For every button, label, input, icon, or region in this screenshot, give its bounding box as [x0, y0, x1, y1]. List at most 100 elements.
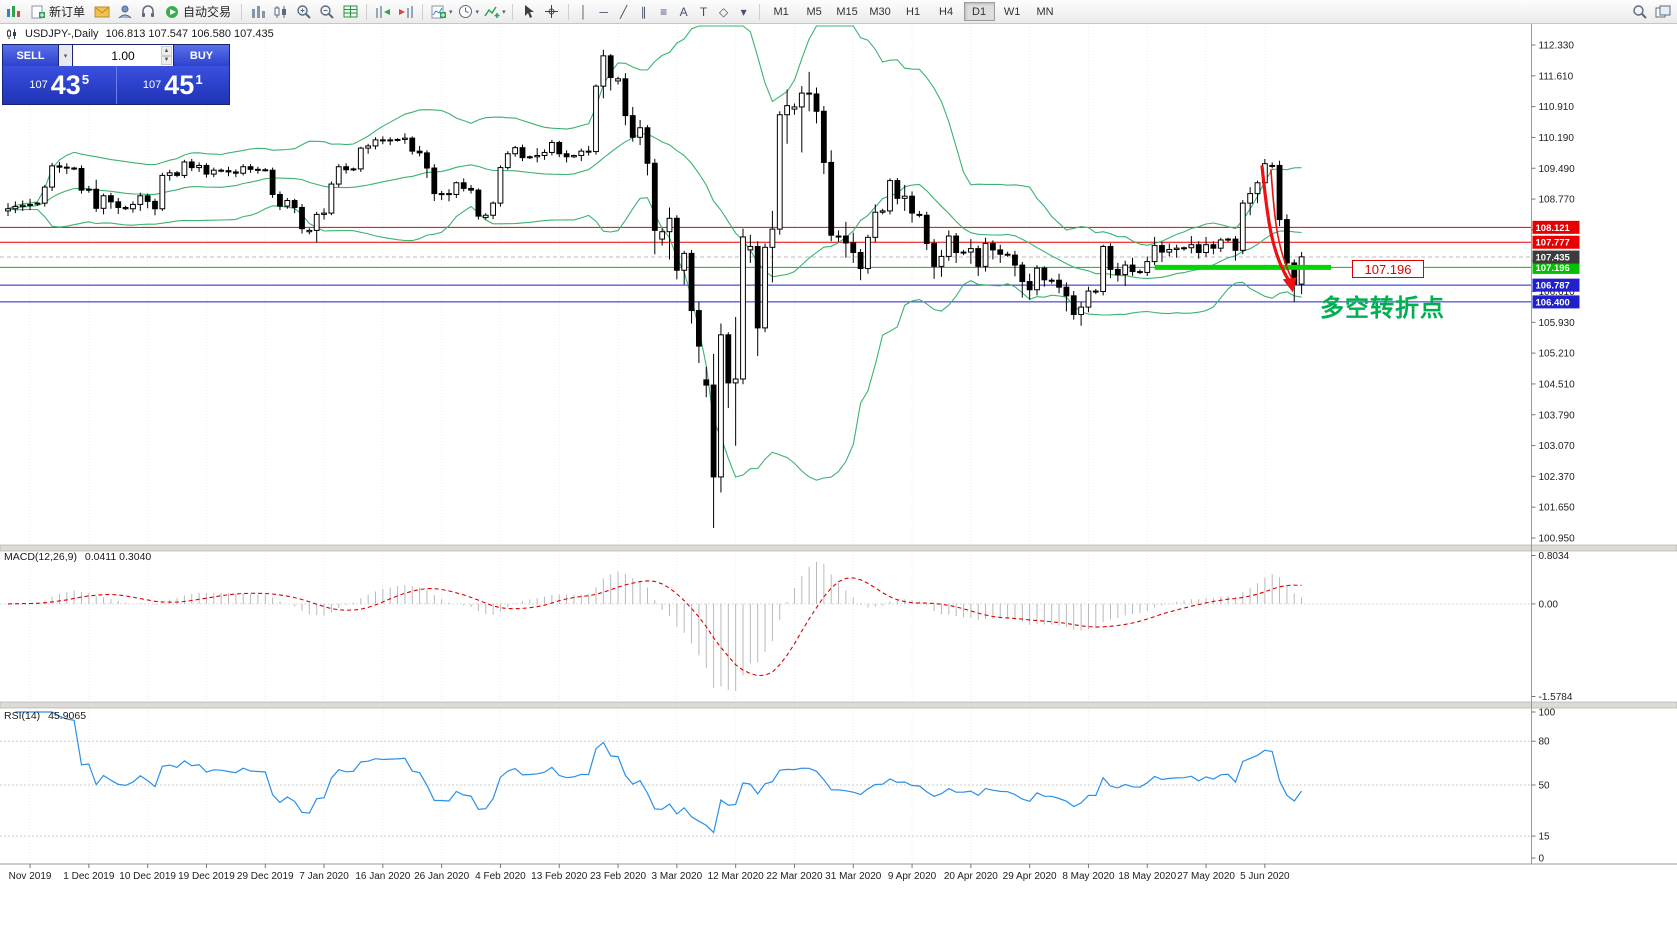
svg-text:10 Dec 2019: 10 Dec 2019: [119, 871, 176, 882]
svg-text:107.435: 107.435: [1536, 253, 1571, 264]
indicators-icon[interactable]: [481, 2, 503, 22]
toolbar-separator: [758, 3, 760, 20]
buy-price-prefix: 107: [142, 79, 162, 91]
price-scale[interactable]: 112.330 111.610 110.910 110.190 109.490 108.7…: [1531, 24, 1580, 865]
autotrading-button[interactable]: 自动交易: [160, 2, 236, 22]
macd-values: 0.0411 0.3040: [84, 551, 152, 563]
search-icon[interactable]: [1629, 2, 1651, 22]
sell-button[interactable]: SELL: [3, 45, 58, 66]
toolbar-separator: [422, 3, 424, 20]
svg-text:107.196: 107.196: [1536, 263, 1570, 274]
lot-decrease-icon[interactable]: ▼: [161, 55, 172, 65]
buy-price[interactable]: 107 45 1: [117, 66, 230, 104]
timeframe-button[interactable]: M30: [869, 5, 891, 18]
svg-text:9 Apr 2020: 9 Apr 2020: [888, 871, 937, 882]
line-tools-group: │ ─ ╱ ∥ ≡ A T ◇ ▾: [574, 2, 754, 22]
svg-text:18 May 2020: 18 May 2020: [1118, 871, 1176, 882]
chart-icon: [6, 28, 18, 40]
price-tag-label[interactable]: 107.196: [1352, 260, 1424, 278]
down-arrow[interactable]: [1260, 165, 1291, 282]
svg-text:105.930: 105.930: [1539, 318, 1576, 329]
timeframe-button[interactable]: H1: [906, 5, 921, 18]
svg-text:112.330: 112.330: [1539, 41, 1575, 52]
svg-text:100: 100: [1539, 708, 1556, 719]
candlestick-type-icon[interactable]: [270, 2, 292, 22]
shapes-icon[interactable]: ◇: [718, 4, 729, 19]
svg-text:26 Jan 2020: 26 Jan 2020: [414, 871, 469, 882]
timeframe-button[interactable]: W1: [1003, 5, 1021, 18]
auto-scroll-icon[interactable]: [372, 2, 394, 22]
new-chart-icon[interactable]: [428, 2, 450, 22]
timeframe-button[interactable]: H4: [939, 5, 954, 18]
timeframe-button[interactable]: M15: [836, 5, 858, 18]
svg-text:-1.5784: -1.5784: [1539, 692, 1573, 703]
svg-text:15: 15: [1539, 832, 1551, 843]
horizontal-line-icon[interactable]: ─: [599, 4, 608, 19]
timeframe-button[interactable]: D1: [963, 2, 995, 21]
order-options-button[interactable]: ▾: [58, 45, 73, 66]
headset-icon[interactable]: [137, 2, 159, 22]
svg-text:103.790: 103.790: [1539, 410, 1576, 421]
svg-text:105.210: 105.210: [1539, 349, 1576, 360]
svg-text:104.510: 104.510: [1539, 379, 1576, 390]
rsi-title: RSI(14): [4, 710, 41, 722]
timeframe-button[interactable]: M5: [806, 5, 822, 18]
svg-text:16 Jan 2020: 16 Jan 2020: [355, 871, 410, 882]
zoom-in-icon[interactable]: [293, 2, 315, 22]
lot-spinner[interactable]: ▲ ▼: [161, 46, 172, 65]
svg-text:22 Mar 2020: 22 Mar 2020: [766, 871, 823, 882]
toolbar-separator: [241, 3, 243, 20]
zoom-out-icon[interactable]: [316, 2, 338, 22]
svg-text:0.8034: 0.8034: [1539, 551, 1570, 562]
svg-text:7 Jan 2020: 7 Jan 2020: [299, 871, 349, 882]
svg-text:103.070: 103.070: [1539, 441, 1576, 452]
svg-text:111.610: 111.610: [1539, 71, 1574, 82]
svg-text:27 May 2020: 27 May 2020: [1177, 871, 1235, 882]
time-scale[interactable]: Nov 2019 1 Dec 2019 10 Dec 2019 19 Dec 2019…: [0, 863, 1677, 882]
new-order-label: 新订单: [49, 5, 86, 19]
svg-text:0: 0: [1539, 854, 1545, 865]
autotrading-label: 自动交易: [183, 5, 232, 19]
text-icon[interactable]: A: [679, 4, 688, 19]
new-chart-dropdown-caret[interactable]: ▾: [449, 8, 453, 16]
rsi-header: RSI(14) 45.9065: [4, 710, 86, 722]
svg-text:110.190: 110.190: [1539, 133, 1575, 144]
svg-text:19 Dec 2019: 19 Dec 2019: [178, 871, 235, 882]
equidistant-channel-icon[interactable]: ∥: [640, 4, 647, 19]
profile-icon[interactable]: [114, 2, 136, 22]
label-icon[interactable]: T: [699, 4, 708, 19]
more-tools-icon[interactable]: ▾: [740, 4, 747, 19]
svg-text:23 Feb 2020: 23 Feb 2020: [590, 871, 647, 882]
period-clock-icon[interactable]: [455, 2, 477, 22]
timeframe-button[interactable]: M1: [773, 5, 789, 18]
chart-shift-icon[interactable]: [395, 2, 417, 22]
fibonacci-icon[interactable]: ≡: [660, 4, 668, 19]
vertical-line-icon[interactable]: │: [579, 4, 588, 19]
sell-price[interactable]: 107 43 5: [3, 66, 117, 104]
svg-text:108.121: 108.121: [1536, 223, 1571, 234]
market-watch-grid-icon[interactable]: [339, 2, 361, 22]
period-dropdown-caret[interactable]: ▾: [475, 8, 480, 16]
bar-chart-type-icon[interactable]: [247, 2, 269, 22]
cursor-icon[interactable]: [518, 2, 540, 22]
turning-point-note[interactable]: 多空转折点: [1320, 295, 1445, 322]
toolbar-separator: [366, 3, 368, 20]
mail-icon[interactable]: [91, 2, 113, 22]
svg-text:29 Apr 2020: 29 Apr 2020: [1003, 871, 1057, 882]
trendline-icon[interactable]: ╱: [619, 4, 628, 19]
new-order-button[interactable]: 新订单: [26, 2, 90, 22]
svg-text:0.00: 0.00: [1539, 599, 1559, 610]
price-panel: [0, 25, 1532, 529]
svg-text:29 Dec 2019: 29 Dec 2019: [237, 871, 294, 882]
app-icon: [3, 2, 25, 22]
crosshair-icon[interactable]: [541, 2, 563, 22]
buy-button[interactable]: BUY: [174, 45, 229, 66]
timeframe-button[interactable]: MN: [1036, 5, 1054, 18]
lot-size-input[interactable]: 1.00 ▲ ▼: [73, 45, 174, 66]
main-toolbar: 新订单 自动交易: [0, 0, 1677, 24]
lot-increase-icon[interactable]: ▲: [161, 46, 172, 56]
indicators-dropdown-caret[interactable]: ▾: [502, 8, 506, 16]
svg-text:110.910: 110.910: [1539, 102, 1575, 113]
profiles-window-icon[interactable]: [1652, 2, 1674, 22]
